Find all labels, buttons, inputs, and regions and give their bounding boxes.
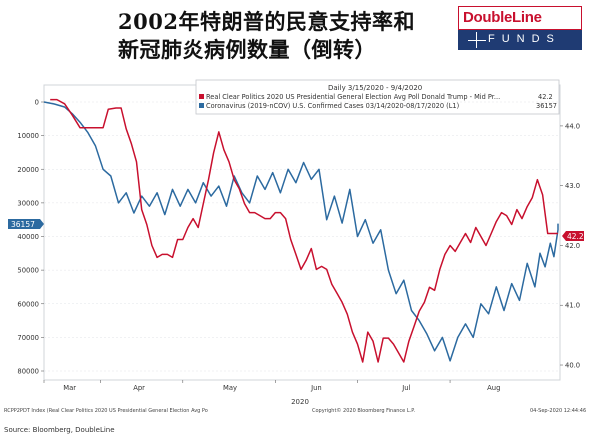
x-tick-label-1: Apr (133, 384, 145, 392)
last-value-right-text: 42.2 (567, 232, 584, 241)
last-value-left-marker: 36157 (8, 219, 44, 229)
x-axis: Mar Apr May Jun Jul Aug (43, 380, 500, 392)
left-tick-label-2: 20000 (17, 166, 39, 174)
right-tick-label-0: 44.0 (565, 122, 580, 130)
doubleline-logo: DoubleLine FUNDS (458, 6, 582, 50)
left-tick-label-6: 60000 (17, 300, 39, 308)
series-layer (43, 98, 559, 363)
right-tick-label-3: 41.0 (565, 302, 580, 310)
chart-title-line1: 2002年特朗普的民意支持率和 (118, 9, 415, 34)
logo-name: DoubleLine (463, 9, 542, 26)
legend-value-trump: 42.2 (538, 93, 553, 101)
left-axis: 0 10000 20000 30000 40000 50000 60000 70000 8000… (17, 99, 44, 376)
right-tick-label-4: 40.0 (565, 362, 580, 370)
x-tick-label-5: Aug (487, 384, 500, 392)
left-tick-label-1: 10000 (17, 132, 39, 140)
legend-swatch-covid (199, 103, 204, 108)
series-line-trump (50, 98, 558, 363)
logo-top: DoubleLine (458, 6, 582, 30)
left-tick-label-0: 0 (35, 99, 39, 107)
left-tick-label-5: 50000 (17, 267, 39, 275)
last-value-right-bg (562, 231, 584, 241)
left-tick-label-7: 70000 (17, 334, 39, 342)
x-tick-label-4: Jul (401, 384, 410, 392)
chart-title-line2: 新冠肺炎病例数量（倒转） (118, 37, 376, 62)
x-tick-label-2: May (223, 384, 237, 392)
legend-label-trump: Real Clear Politics 2020 US Presidential… (206, 93, 500, 101)
left-tick-label-8: 80000 (17, 368, 39, 376)
legend: Daily 3/15/2020 - 9/4/2020 Real Clear Po… (195, 79, 560, 115)
footer-index-note: RCPP2PDT Index (Real Clear Politics 2020… (4, 408, 208, 414)
logo-cross-bar (468, 40, 486, 41)
last-value-left-bg (8, 219, 44, 229)
last-value-left-text: 36157 (11, 220, 35, 229)
series-line-covid (43, 101, 559, 362)
x-tick-label-0: Mar (63, 384, 76, 392)
source-note: Source: Bloomberg, DoubleLine (4, 426, 115, 434)
legend-box (195, 79, 560, 115)
footer-stamp: 04-Sep-2020 12:44:46 (530, 408, 586, 414)
right-axis: 44.0 43.0 42.0 41.0 40.0 (560, 122, 580, 370)
last-value-right-marker: 42.2 (562, 231, 584, 241)
legend-swatch-trump (199, 94, 204, 99)
x-tick-label-3: Jun (310, 384, 322, 392)
left-tick-label-3: 30000 (17, 199, 39, 207)
logo-sub: FUNDS (488, 33, 561, 45)
legend-header: Daily 3/15/2020 - 9/4/2020 (328, 84, 422, 92)
footer-copyright: Copyright© 2020 Bloomberg Finance L.P. (312, 407, 415, 414)
left-tick-label-4: 40000 (17, 233, 39, 241)
legend-label-covid: Coronavirus (2019-nCOV) U.S. Confirmed C… (206, 102, 459, 110)
gridlines (44, 101, 560, 372)
legend-value-covid: 36157 (536, 102, 557, 110)
x-year-label: 2020 (291, 398, 309, 406)
logo-bottom: FUNDS (458, 30, 582, 50)
right-tick-label-2: 42.0 (565, 242, 580, 250)
plot-frame (43, 84, 561, 381)
right-tick-label-1: 43.0 (565, 182, 580, 190)
